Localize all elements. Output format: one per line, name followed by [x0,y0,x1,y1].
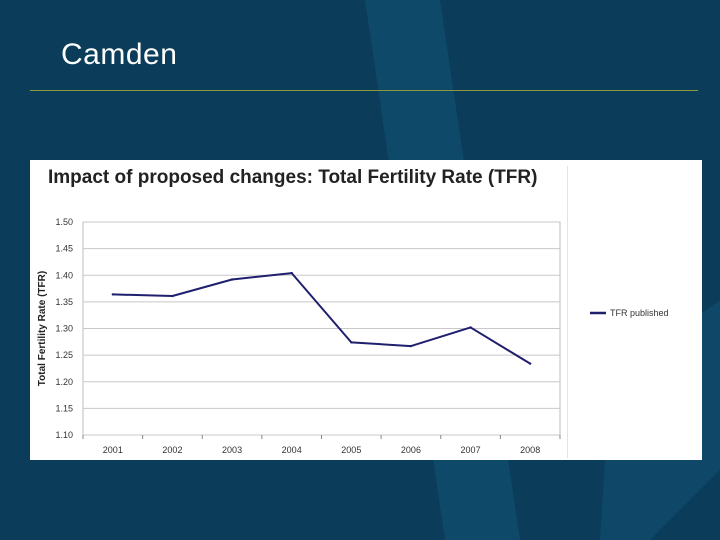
title-divider [30,90,698,91]
y-tick-label: 1.20 [55,377,73,387]
y-tick-label: 1.15 [55,403,73,413]
data-point [230,278,234,281]
x-tick-label: 2006 [401,445,421,455]
legend: TFR published [590,308,669,318]
grid-layer [82,221,561,436]
data-point [290,271,293,275]
data-point [111,293,115,296]
y-tick-label: 1.10 [55,430,73,440]
y-axis-label: Total Fertility Rate (TFR) [37,271,48,386]
page-title: Camden [61,38,178,71]
x-tick-label: 2004 [282,445,302,455]
data-point [171,294,174,298]
x-tick-label: 2007 [461,445,481,455]
data-point [350,341,353,344]
legend-label: TFR published [610,308,669,318]
y-tick-label: 1.40 [55,270,73,280]
y-tick-label: 1.50 [55,217,73,227]
chart-title: Impact of proposed changes: Total Fertil… [48,167,538,188]
y-tick-label: 1.45 [55,244,73,254]
x-tick-label: 2003 [222,445,242,455]
data-point [409,344,413,348]
legend-panel [567,166,701,458]
x-tick-label: 2005 [341,445,361,455]
series-line [112,272,531,365]
x-tick-label: 2008 [520,445,540,455]
y-tick-label: 1.25 [55,350,73,360]
series-layer [111,271,532,365]
y-tick-label: 1.35 [55,297,73,307]
data-point [469,326,472,329]
x-tick-label: 2001 [103,445,123,455]
y-tick-label: 1.30 [55,324,73,334]
axis-layer: 1.50 1.45 1.40 1.35 1.30 1.25 1.20 1.15 1.10 2001… [37,217,561,455]
data-point [528,362,532,365]
x-tick-label: 2002 [162,445,182,455]
